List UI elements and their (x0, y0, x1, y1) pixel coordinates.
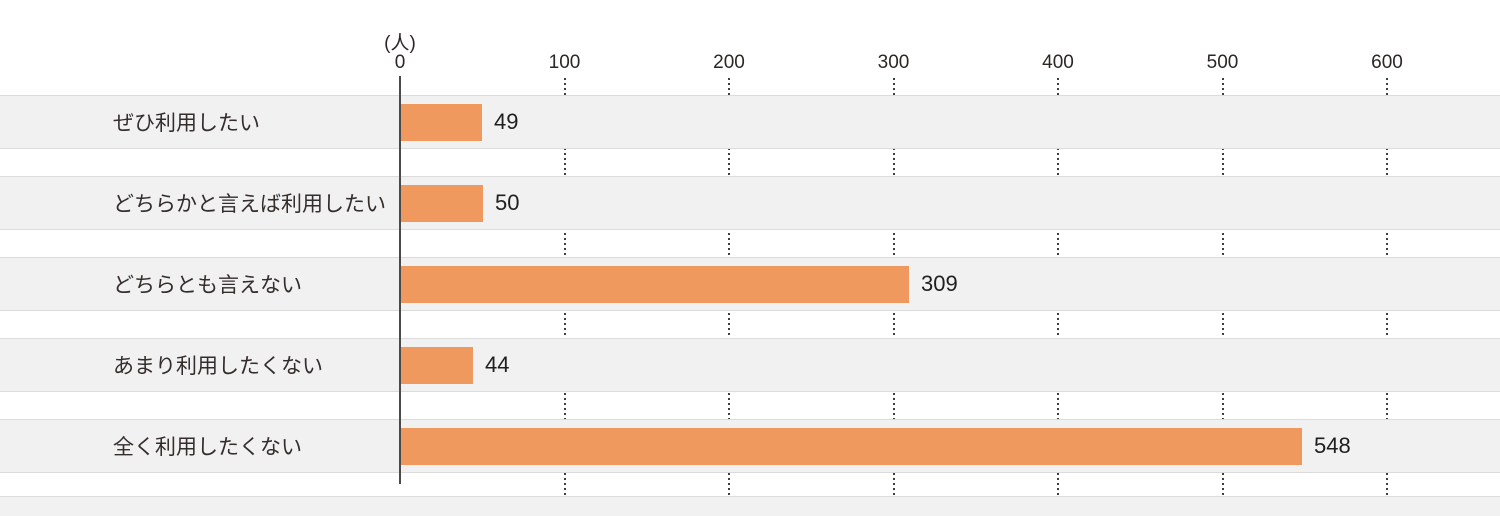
value-label: 548 (1314, 433, 1351, 458)
category-label: ぜひ利用したい (113, 112, 260, 135)
bottom-row-band-partial (0, 496, 1500, 516)
x-axis-tick-label: 500 (1206, 52, 1239, 73)
x-axis-tick-label: 200 (713, 52, 745, 73)
row-band (0, 95, 1500, 149)
value-label: 44 (485, 352, 510, 377)
x-axis-tick-label: 100 (548, 52, 581, 73)
value-label: 309 (921, 271, 958, 296)
category-label: どちらとも言えない (113, 274, 302, 297)
x-axis-tick-label: 300 (877, 52, 910, 73)
row-band (0, 176, 1500, 230)
bar (401, 185, 483, 222)
bar (401, 104, 482, 141)
x-axis-tick-label: 400 (1042, 52, 1074, 73)
value-label: 50 (495, 190, 520, 215)
row-band (0, 338, 1500, 392)
category-label: あまり利用したくない (113, 355, 323, 378)
bar (401, 347, 473, 384)
bar (401, 428, 1302, 465)
value-label: 49 (494, 109, 519, 134)
y-axis-line (399, 76, 401, 484)
axis-unit-label: (人) (384, 33, 416, 54)
bar (401, 266, 909, 303)
x-axis-tick-label: 600 (1371, 52, 1403, 73)
x-axis-tick-label: 0 (394, 52, 406, 73)
category-label: 全く利用したくない (113, 436, 302, 459)
category-label: どちらかと言えば利用したい (113, 193, 386, 216)
